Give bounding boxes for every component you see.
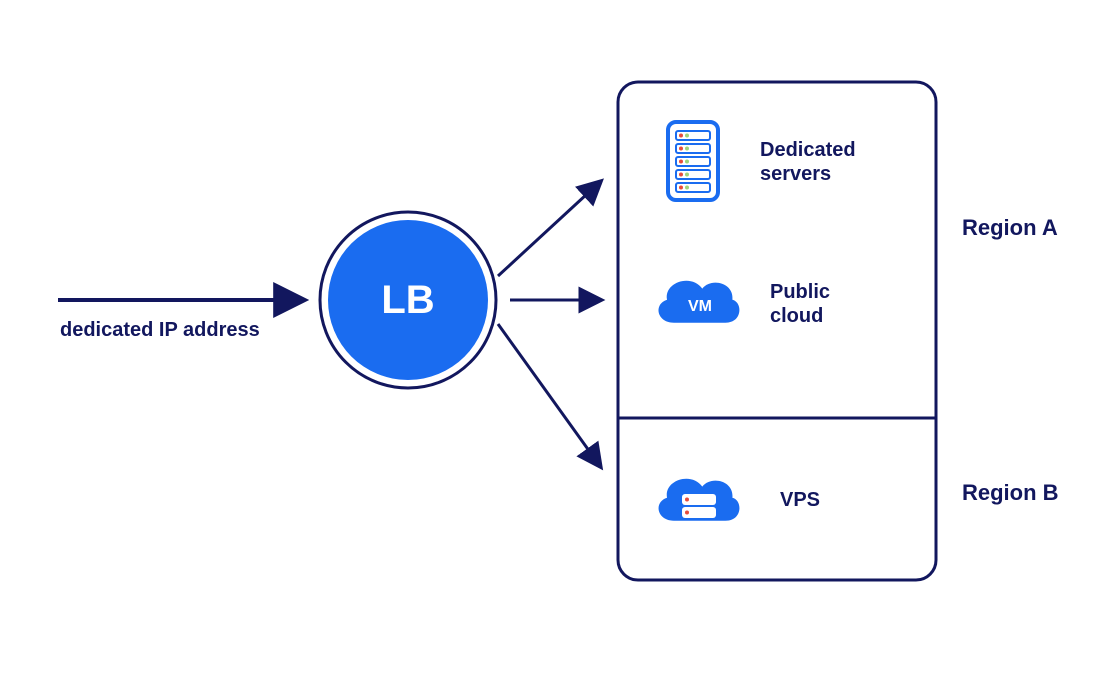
vps-label: VPS: [780, 489, 820, 511]
edge-dedicated-servers: [498, 182, 600, 276]
public-cloud-icon: VM: [659, 281, 740, 323]
dedicated-servers-label: Dedicatedservers: [760, 139, 856, 185]
region-label-1: Region B: [962, 480, 1059, 505]
input-edge-label: dedicated IP address: [60, 319, 260, 341]
dedicated-servers-icon: [668, 122, 718, 200]
svg-text:VM: VM: [688, 298, 712, 315]
edge-vps: [498, 324, 600, 466]
public-cloud-label: Publiccloud: [770, 281, 830, 327]
vps-icon: [659, 479, 740, 521]
region-label-0: Region A: [962, 215, 1058, 240]
lb-label: LB: [381, 278, 434, 322]
